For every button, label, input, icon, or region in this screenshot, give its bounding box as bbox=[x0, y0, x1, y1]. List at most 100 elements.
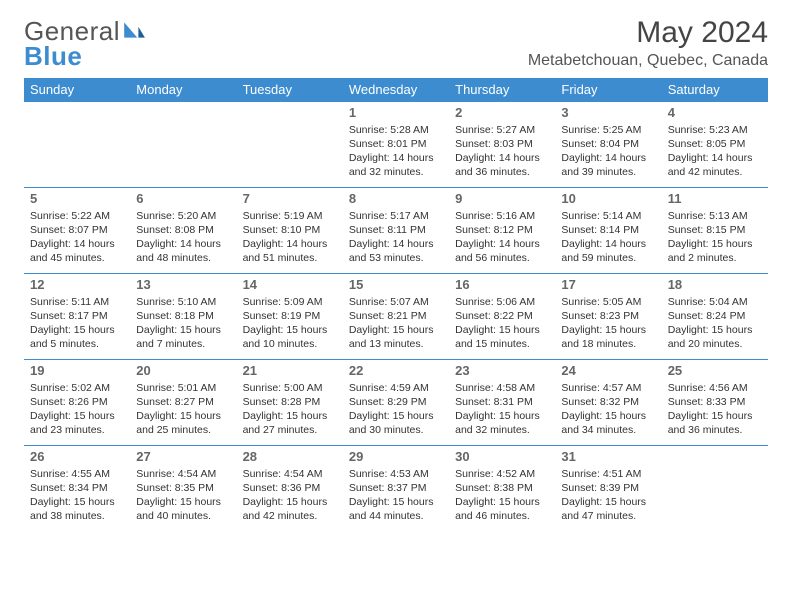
calendar-cell bbox=[24, 102, 130, 188]
sunrise-line: Sunrise: 5:07 AM bbox=[349, 295, 443, 309]
sunset-line: Sunset: 8:23 PM bbox=[561, 309, 655, 323]
sunrise-line: Sunrise: 4:51 AM bbox=[561, 467, 655, 481]
calendar-cell: 3Sunrise: 5:25 AMSunset: 8:04 PMDaylight… bbox=[555, 102, 661, 188]
daylight-line: Daylight: 14 hours and 53 minutes. bbox=[349, 237, 443, 265]
weekday-header: Saturday bbox=[662, 78, 768, 102]
daylight-line: Daylight: 14 hours and 51 minutes. bbox=[243, 237, 337, 265]
sunset-line: Sunset: 8:39 PM bbox=[561, 481, 655, 495]
sunrise-line: Sunrise: 5:19 AM bbox=[243, 209, 337, 223]
sunset-line: Sunset: 8:08 PM bbox=[136, 223, 230, 237]
day-number: 12 bbox=[30, 276, 124, 294]
sunset-line: Sunset: 8:36 PM bbox=[243, 481, 337, 495]
daylight-line: Daylight: 15 hours and 5 minutes. bbox=[30, 323, 124, 351]
daylight-line: Daylight: 14 hours and 42 minutes. bbox=[668, 151, 762, 179]
weekday-header: Friday bbox=[555, 78, 661, 102]
calendar-cell: 8Sunrise: 5:17 AMSunset: 8:11 PMDaylight… bbox=[343, 188, 449, 274]
daylight-line: Daylight: 15 hours and 18 minutes. bbox=[561, 323, 655, 351]
sunset-line: Sunset: 8:33 PM bbox=[668, 395, 762, 409]
day-number: 29 bbox=[349, 448, 443, 466]
weekday-header: Tuesday bbox=[237, 78, 343, 102]
daylight-line: Daylight: 15 hours and 40 minutes. bbox=[136, 495, 230, 523]
day-number: 28 bbox=[243, 448, 337, 466]
sunset-line: Sunset: 8:34 PM bbox=[30, 481, 124, 495]
daylight-line: Daylight: 15 hours and 20 minutes. bbox=[668, 323, 762, 351]
sunrise-line: Sunrise: 5:23 AM bbox=[668, 123, 762, 137]
sunrise-line: Sunrise: 4:54 AM bbox=[136, 467, 230, 481]
sunset-line: Sunset: 8:26 PM bbox=[30, 395, 124, 409]
calendar-cell: 20Sunrise: 5:01 AMSunset: 8:27 PMDayligh… bbox=[130, 360, 236, 446]
daylight-line: Daylight: 15 hours and 42 minutes. bbox=[243, 495, 337, 523]
day-number: 25 bbox=[668, 362, 762, 380]
sunrise-line: Sunrise: 5:27 AM bbox=[455, 123, 549, 137]
day-number: 5 bbox=[30, 190, 124, 208]
sunset-line: Sunset: 8:11 PM bbox=[349, 223, 443, 237]
day-number: 18 bbox=[668, 276, 762, 294]
daylight-line: Daylight: 15 hours and 44 minutes. bbox=[349, 495, 443, 523]
calendar-cell: 7Sunrise: 5:19 AMSunset: 8:10 PMDaylight… bbox=[237, 188, 343, 274]
day-number: 31 bbox=[561, 448, 655, 466]
day-number: 26 bbox=[30, 448, 124, 466]
daylight-line: Daylight: 14 hours and 32 minutes. bbox=[349, 151, 443, 179]
daylight-line: Daylight: 15 hours and 38 minutes. bbox=[30, 495, 124, 523]
sunrise-line: Sunrise: 5:13 AM bbox=[668, 209, 762, 223]
day-number: 22 bbox=[349, 362, 443, 380]
day-number: 10 bbox=[561, 190, 655, 208]
sunset-line: Sunset: 8:18 PM bbox=[136, 309, 230, 323]
day-number: 24 bbox=[561, 362, 655, 380]
sunset-line: Sunset: 8:32 PM bbox=[561, 395, 655, 409]
sunrise-line: Sunrise: 4:58 AM bbox=[455, 381, 549, 395]
calendar-cell: 1Sunrise: 5:28 AMSunset: 8:01 PMDaylight… bbox=[343, 102, 449, 188]
calendar-cell: 27Sunrise: 4:54 AMSunset: 8:35 PMDayligh… bbox=[130, 446, 236, 530]
calendar-cell: 23Sunrise: 4:58 AMSunset: 8:31 PMDayligh… bbox=[449, 360, 555, 446]
sunset-line: Sunset: 8:07 PM bbox=[30, 223, 124, 237]
calendar-cell: 12Sunrise: 5:11 AMSunset: 8:17 PMDayligh… bbox=[24, 274, 130, 360]
sunset-line: Sunset: 8:14 PM bbox=[561, 223, 655, 237]
sunrise-line: Sunrise: 5:14 AM bbox=[561, 209, 655, 223]
calendar-cell: 31Sunrise: 4:51 AMSunset: 8:39 PMDayligh… bbox=[555, 446, 661, 530]
calendar-cell: 19Sunrise: 5:02 AMSunset: 8:26 PMDayligh… bbox=[24, 360, 130, 446]
calendar-cell bbox=[130, 102, 236, 188]
weekday-header: Monday bbox=[130, 78, 236, 102]
daylight-line: Daylight: 15 hours and 2 minutes. bbox=[668, 237, 762, 265]
calendar-cell: 29Sunrise: 4:53 AMSunset: 8:37 PMDayligh… bbox=[343, 446, 449, 530]
sunset-line: Sunset: 8:29 PM bbox=[349, 395, 443, 409]
day-number: 20 bbox=[136, 362, 230, 380]
sunset-line: Sunset: 8:19 PM bbox=[243, 309, 337, 323]
sunset-line: Sunset: 8:21 PM bbox=[349, 309, 443, 323]
calendar-cell: 22Sunrise: 4:59 AMSunset: 8:29 PMDayligh… bbox=[343, 360, 449, 446]
sunrise-line: Sunrise: 4:54 AM bbox=[243, 467, 337, 481]
calendar-cell: 6Sunrise: 5:20 AMSunset: 8:08 PMDaylight… bbox=[130, 188, 236, 274]
day-number: 1 bbox=[349, 104, 443, 122]
sunset-line: Sunset: 8:17 PM bbox=[30, 309, 124, 323]
calendar-cell: 21Sunrise: 5:00 AMSunset: 8:28 PMDayligh… bbox=[237, 360, 343, 446]
calendar-cell: 5Sunrise: 5:22 AMSunset: 8:07 PMDaylight… bbox=[24, 188, 130, 274]
calendar-cell: 11Sunrise: 5:13 AMSunset: 8:15 PMDayligh… bbox=[662, 188, 768, 274]
calendar-cell: 4Sunrise: 5:23 AMSunset: 8:05 PMDaylight… bbox=[662, 102, 768, 188]
sunrise-line: Sunrise: 5:17 AM bbox=[349, 209, 443, 223]
sunrise-line: Sunrise: 5:28 AM bbox=[349, 123, 443, 137]
brand-logo: GeneralBlue bbox=[24, 16, 146, 72]
sunset-line: Sunset: 8:24 PM bbox=[668, 309, 762, 323]
calendar-cell: 14Sunrise: 5:09 AMSunset: 8:19 PMDayligh… bbox=[237, 274, 343, 360]
sunrise-line: Sunrise: 4:56 AM bbox=[668, 381, 762, 395]
sunrise-line: Sunrise: 4:59 AM bbox=[349, 381, 443, 395]
calendar-cell: 16Sunrise: 5:06 AMSunset: 8:22 PMDayligh… bbox=[449, 274, 555, 360]
daylight-line: Daylight: 15 hours and 15 minutes. bbox=[455, 323, 549, 351]
sunset-line: Sunset: 8:35 PM bbox=[136, 481, 230, 495]
month-title: May 2024 bbox=[528, 16, 768, 50]
calendar-table: SundayMondayTuesdayWednesdayThursdayFrid… bbox=[24, 78, 768, 529]
calendar-cell bbox=[662, 446, 768, 530]
sunset-line: Sunset: 8:15 PM bbox=[668, 223, 762, 237]
daylight-line: Daylight: 15 hours and 32 minutes. bbox=[455, 409, 549, 437]
sunset-line: Sunset: 8:12 PM bbox=[455, 223, 549, 237]
sunset-line: Sunset: 8:27 PM bbox=[136, 395, 230, 409]
day-number: 2 bbox=[455, 104, 549, 122]
daylight-line: Daylight: 15 hours and 7 minutes. bbox=[136, 323, 230, 351]
day-number: 23 bbox=[455, 362, 549, 380]
sunset-line: Sunset: 8:22 PM bbox=[455, 309, 549, 323]
sunrise-line: Sunrise: 4:57 AM bbox=[561, 381, 655, 395]
sunrise-line: Sunrise: 5:20 AM bbox=[136, 209, 230, 223]
daylight-line: Daylight: 15 hours and 34 minutes. bbox=[561, 409, 655, 437]
sunset-line: Sunset: 8:10 PM bbox=[243, 223, 337, 237]
daylight-line: Daylight: 15 hours and 47 minutes. bbox=[561, 495, 655, 523]
